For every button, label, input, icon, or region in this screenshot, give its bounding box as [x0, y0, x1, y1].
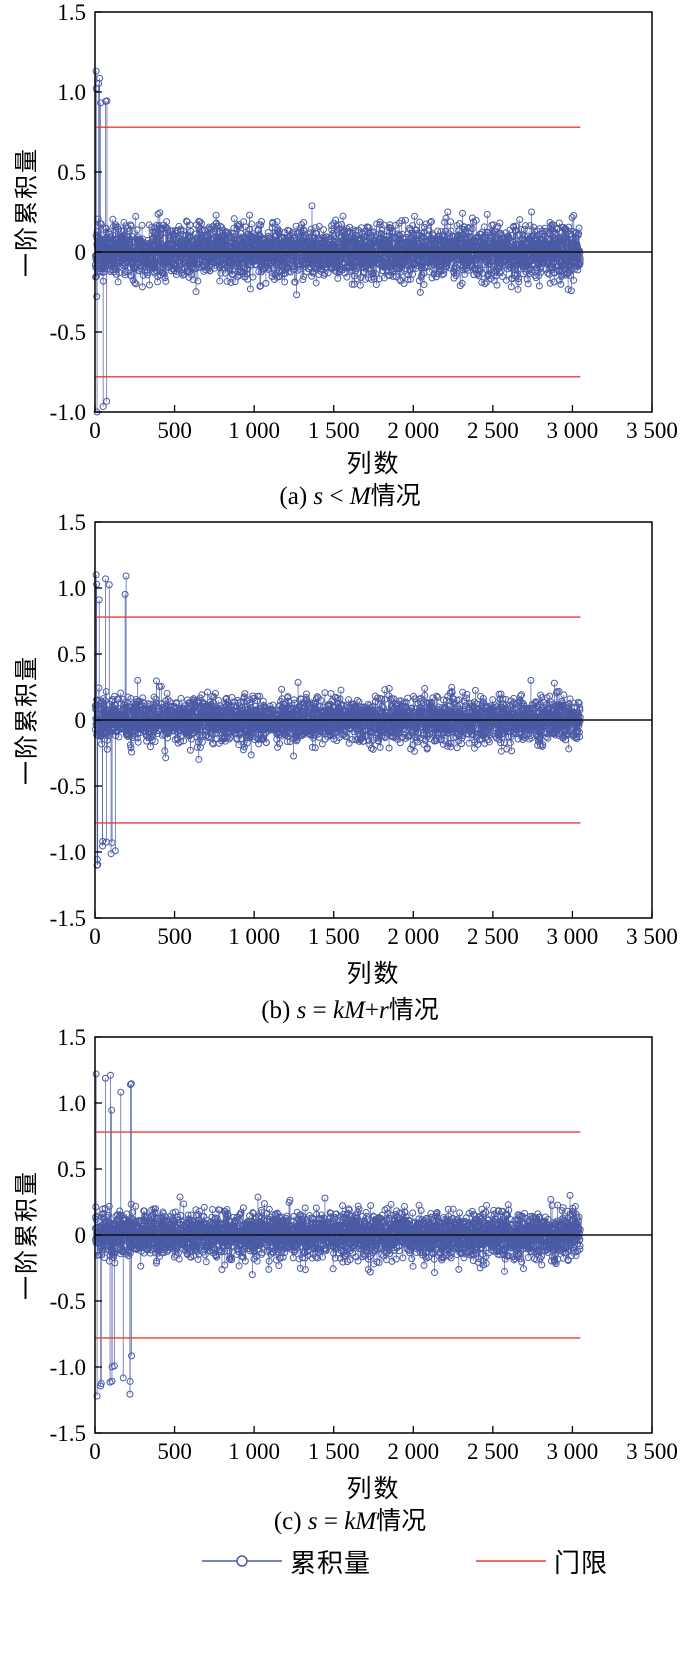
chart-canvas-a	[0, 0, 700, 440]
subplot-caption-b: (b) s = kM+r情况	[261, 997, 439, 1024]
x-axis-label-b: 列数	[346, 961, 401, 988]
chart-canvas-c	[0, 1025, 700, 1465]
y-axis-label-c: 一阶累积量	[14, 1170, 41, 1300]
chart-canvas-b	[0, 510, 700, 950]
x-axis-label-a: 列数	[346, 451, 401, 478]
threshold-line-icon	[476, 1560, 546, 1562]
series-marker-icon	[201, 1555, 282, 1567]
subplot-caption-c: (c) s = kM情况	[273, 1508, 427, 1535]
legend: 累积量 门限	[55, 1541, 700, 1581]
subplot-c: 一阶累积量 列数 (c) s = kM情况	[0, 1025, 700, 1535]
y-axis-label-a: 一阶累积量	[14, 147, 41, 277]
subplot-b: 一阶累积量 列数 (b) s = kM+r情况	[0, 510, 700, 1025]
subplot-a: 一阶累积量 列数 (a) s < M情况	[0, 0, 700, 510]
legend-item-threshold: 门限	[476, 1543, 608, 1580]
legend-label-threshold: 门限	[554, 1548, 609, 1578]
legend-item-series: 累积量	[201, 1543, 371, 1580]
y-axis-label-b: 一阶累积量	[14, 655, 41, 785]
x-axis-label-c: 列数	[346, 1476, 401, 1503]
subplot-caption-a: (a) s < M情况	[279, 483, 421, 510]
legend-label-series: 累积量	[289, 1548, 371, 1578]
